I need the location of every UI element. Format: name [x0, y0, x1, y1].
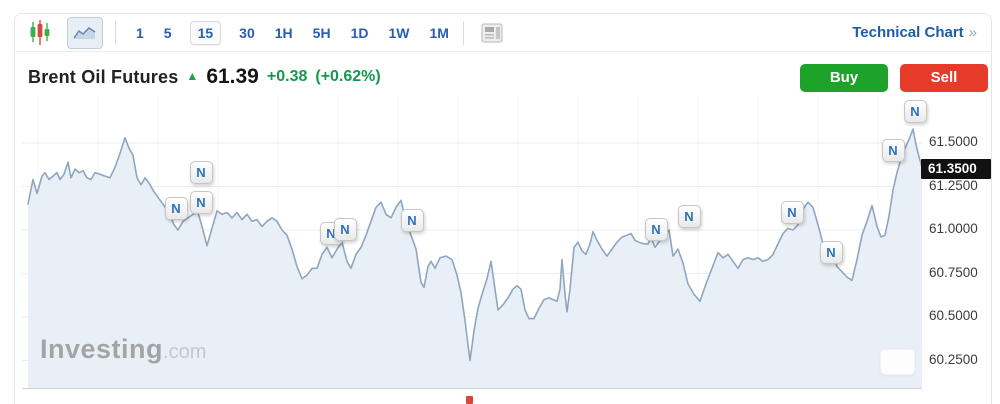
price-change: +0.38	[266, 68, 308, 85]
y-axis-tick-label: 61.2500	[929, 177, 978, 193]
news-marker[interactable]: N	[677, 204, 701, 228]
sell-button[interactable]: Sell	[900, 64, 988, 92]
timeframe-15-selected[interactable]: 15	[189, 20, 222, 45]
y-axis-tick-label: 60.7500	[929, 264, 978, 280]
watermark-tld: .com	[163, 341, 207, 363]
technical-chart-link[interactable]: Technical Chart»	[852, 24, 977, 41]
timeframe-group: 1 5 15 30 1H 5H 1D 1W 1M	[134, 20, 451, 45]
faded-news-marker[interactable]	[879, 349, 915, 375]
timeframe-1[interactable]: 1	[136, 24, 144, 41]
time-axis-event-marker	[466, 396, 473, 404]
toolbar-divider	[462, 20, 464, 45]
news-marker[interactable]: N	[819, 240, 843, 264]
last-price-axis-badge: 61.3500	[921, 159, 991, 180]
toolbar-divider	[115, 20, 116, 45]
news-marker[interactable]: N	[780, 200, 804, 224]
chart-toolbar: 1 5 15 30 1H 5H 1D 1W 1M Technical Chart…	[15, 14, 991, 52]
area-chart-icon[interactable]	[67, 16, 103, 49]
price-up-arrow-icon: ▲	[186, 69, 199, 83]
y-axis-tick-label: 61.5000	[929, 134, 978, 149]
technical-chart-label: Technical Chart	[852, 24, 964, 41]
timeframe-5[interactable]: 5	[163, 24, 172, 41]
investing-watermark: Investing .com	[40, 334, 206, 365]
y-axis-tick-label: 60.5000	[929, 308, 978, 323]
y-axis-tick-label: 60.2500	[929, 351, 978, 367]
news-marker[interactable]: N	[189, 190, 213, 214]
price-change-percent: (+0.62%)	[315, 68, 381, 85]
buy-button[interactable]: Buy	[800, 64, 888, 92]
instrument-header: Brent Oil Futures ▲ 61.39 +0.38 (+0.62%)	[28, 61, 381, 93]
timeframe-1d[interactable]: 1D	[350, 24, 369, 41]
chevron-right-icon: »	[968, 24, 977, 41]
candlestick-chart-icon[interactable]	[29, 19, 51, 46]
last-price-value: 61.39	[206, 65, 259, 88]
y-axis-tick-label: 61.0000	[929, 221, 978, 236]
timeframe-5h[interactable]: 5H	[312, 24, 331, 41]
news-marker[interactable]: N	[644, 217, 668, 241]
watermark-brand: Investing	[40, 334, 164, 364]
news-marker[interactable]: N	[164, 196, 188, 220]
instrument-title: Brent Oil Futures	[28, 66, 179, 87]
timeframe-30[interactable]: 30	[239, 24, 255, 41]
news-marker[interactable]: N	[881, 138, 905, 162]
news-marker[interactable]: N	[400, 208, 424, 232]
timeframe-1m[interactable]: 1M	[429, 24, 449, 41]
news-panel-icon[interactable]	[476, 19, 508, 47]
timeframe-1w[interactable]: 1W	[388, 24, 410, 41]
news-marker[interactable]: N	[903, 99, 927, 123]
timeframe-1h[interactable]: 1H	[274, 24, 293, 41]
news-marker[interactable]: N	[189, 160, 213, 184]
news-marker[interactable]: N	[333, 217, 357, 241]
